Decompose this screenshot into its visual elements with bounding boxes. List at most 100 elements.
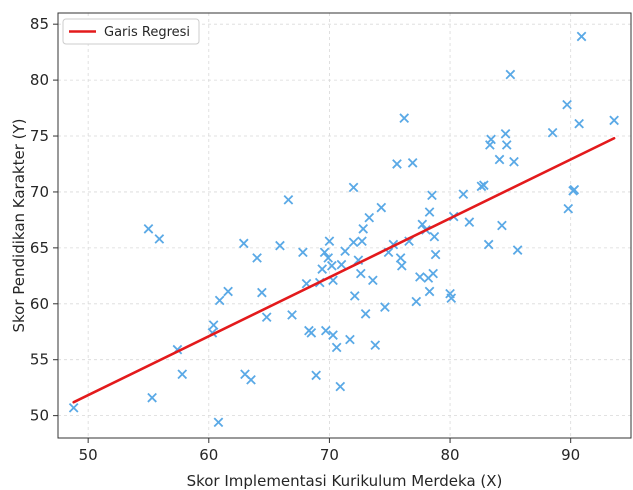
regression-line-group <box>72 136 616 404</box>
data-point <box>500 128 511 139</box>
data-point <box>407 158 418 168</box>
data-point <box>348 182 359 193</box>
data-point <box>349 291 360 301</box>
data-point <box>411 296 422 307</box>
x-tick-label: 90 <box>561 446 580 464</box>
data-point <box>345 334 355 345</box>
x-tick-label: 70 <box>320 446 339 464</box>
data-point <box>464 217 475 227</box>
data-point <box>306 328 317 338</box>
data-point <box>569 184 580 195</box>
data-point <box>429 231 440 242</box>
data-point <box>486 134 496 145</box>
data-point <box>392 159 402 169</box>
axis-ticks: 50 60 70 80 90 50 55 60 65 70 75 80 85 <box>30 15 580 464</box>
data-point <box>355 268 366 279</box>
data-point <box>147 392 157 403</box>
data-point <box>497 220 507 231</box>
plot-frame <box>57 12 632 439</box>
data-point <box>364 212 375 223</box>
data-point <box>213 417 224 428</box>
data-point <box>335 381 346 392</box>
y-tick-label: 70 <box>30 183 49 201</box>
x-tick-label: 50 <box>79 446 98 464</box>
x-tick-label: 60 <box>199 446 218 464</box>
data-point <box>562 99 572 110</box>
data-point <box>494 154 505 165</box>
data-point <box>246 375 256 385</box>
data-point <box>380 302 390 312</box>
x-tick-label: 80 <box>441 446 460 464</box>
y-tick-label: 80 <box>30 71 49 89</box>
data-point <box>328 330 338 340</box>
data-point <box>275 240 285 251</box>
data-point <box>547 127 558 138</box>
data-point <box>287 310 297 320</box>
data-point <box>340 246 350 257</box>
data-point <box>68 402 79 413</box>
data-point <box>331 342 342 353</box>
data-point <box>446 293 457 304</box>
data-point <box>509 156 519 167</box>
data-point <box>563 203 574 214</box>
regression-line <box>72 136 616 404</box>
data-point <box>417 219 428 230</box>
data-points <box>68 31 619 428</box>
data-point <box>298 247 308 258</box>
y-tick-label: 55 <box>30 351 49 369</box>
data-point <box>501 140 512 150</box>
data-point <box>252 253 262 263</box>
data-point <box>483 239 494 250</box>
data-point <box>154 234 165 244</box>
y-tick-label: 65 <box>30 239 49 257</box>
data-point <box>512 245 523 255</box>
data-point <box>323 253 334 263</box>
data-point <box>376 202 387 213</box>
data-point <box>609 115 619 126</box>
data-point <box>283 194 294 205</box>
data-point <box>478 180 489 191</box>
data-point <box>238 238 249 249</box>
data-point <box>208 320 219 330</box>
data-point <box>505 69 516 80</box>
data-point <box>324 236 335 246</box>
legend-box <box>62 18 200 45</box>
data-point <box>368 275 378 286</box>
data-point <box>396 260 407 271</box>
data-point <box>576 31 587 42</box>
data-point <box>311 370 321 381</box>
data-point <box>319 247 330 258</box>
data-point <box>399 113 410 123</box>
data-point <box>428 268 439 279</box>
data-point <box>415 272 425 282</box>
y-tick-label: 50 <box>30 407 49 425</box>
y-tick-label: 60 <box>30 295 49 313</box>
data-point <box>574 118 584 129</box>
data-point <box>424 286 435 297</box>
grid <box>58 13 631 438</box>
data-point <box>424 207 435 217</box>
y-tick-label: 85 <box>30 15 49 33</box>
data-point <box>358 224 369 234</box>
data-point <box>223 286 233 297</box>
data-point <box>336 259 347 270</box>
data-point <box>427 190 437 201</box>
data-point <box>395 253 406 263</box>
data-point <box>458 189 469 200</box>
legend: Garis Regresi <box>62 18 200 45</box>
data-point <box>320 325 331 336</box>
data-point <box>214 295 225 306</box>
data-point <box>143 224 154 234</box>
y-tick-label: 75 <box>30 127 49 145</box>
x-axis-label: Skor Implementasi Kurikulum Merdeka (X) <box>187 472 503 490</box>
data-point <box>177 369 188 380</box>
y-axis-label: Skor Pendidikan Karakter (Y) <box>10 118 28 332</box>
data-point <box>326 260 337 271</box>
data-point <box>317 264 328 274</box>
data-point <box>360 309 371 319</box>
data-point <box>357 236 367 246</box>
data-point <box>257 287 267 298</box>
legend-label-regression: Garis Regresi <box>104 25 190 40</box>
data-point <box>261 312 272 323</box>
